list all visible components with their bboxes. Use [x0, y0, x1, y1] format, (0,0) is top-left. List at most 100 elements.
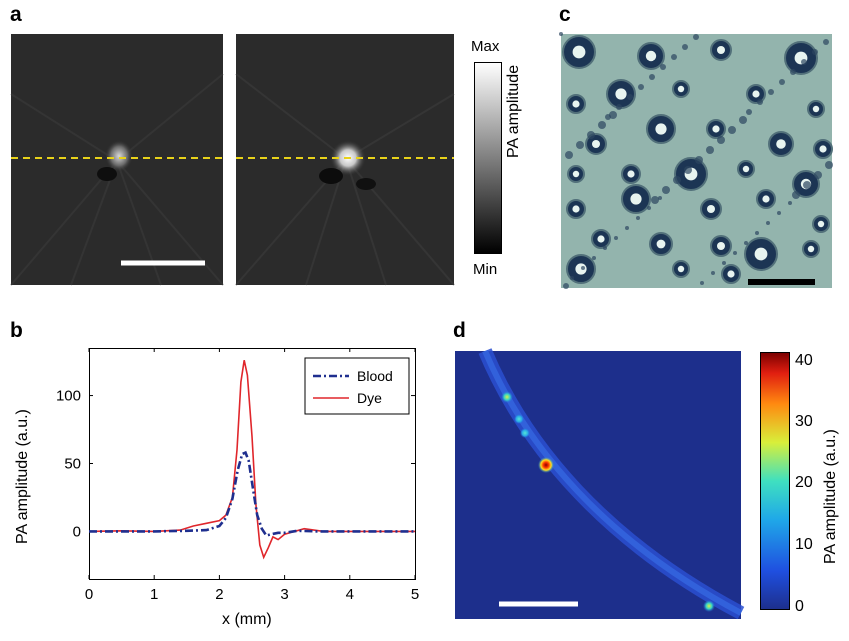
- chart-b-ytick-label: 50: [64, 456, 81, 473]
- droplet-highlight: [630, 193, 642, 205]
- droplet-highlight: [712, 125, 720, 133]
- small-droplet: [609, 111, 617, 119]
- small-droplet: [682, 44, 688, 50]
- chart-b-xtick-label: 1: [150, 586, 158, 603]
- colorbar-a-max-label: Max: [471, 38, 500, 55]
- droplet-highlight: [762, 195, 770, 203]
- colorbar-a-axis-label: PA amplitude: [505, 64, 522, 158]
- small-droplet: [803, 181, 811, 189]
- droplet-highlight: [754, 247, 768, 261]
- droplet-highlight: [807, 245, 815, 253]
- droplet-highlight: [817, 220, 825, 228]
- panel-label-a: a: [10, 3, 22, 26]
- small-droplet: [814, 171, 822, 179]
- chart-b-legend-label-dye: Dye: [357, 390, 382, 406]
- small-droplet: [559, 32, 563, 36]
- colorbar-d-tick-30: 30: [795, 413, 813, 430]
- panel-label-c: c: [559, 3, 571, 26]
- colorbar-a: [474, 62, 502, 254]
- pa-heatmap: [455, 348, 745, 620]
- small-droplet: [768, 89, 774, 95]
- small-droplet: [616, 104, 622, 110]
- droplet-highlight: [572, 100, 580, 108]
- small-droplet: [766, 221, 770, 225]
- droplet-highlight: [819, 145, 827, 153]
- small-droplet: [587, 131, 595, 139]
- panel-label-d: d: [453, 319, 466, 342]
- droplet-highlight: [812, 105, 820, 113]
- small-droplet: [598, 121, 606, 129]
- droplet-highlight: [677, 85, 685, 93]
- droplet-highlight: [597, 235, 605, 243]
- small-droplet: [788, 201, 792, 205]
- small-droplet: [570, 276, 574, 280]
- small-droplet: [790, 69, 796, 75]
- small-droplet: [706, 146, 714, 154]
- small-droplet: [700, 281, 704, 285]
- small-droplet: [744, 241, 748, 245]
- droplet-highlight: [717, 242, 725, 250]
- small-droplet: [614, 236, 618, 240]
- droplet-highlight: [742, 165, 750, 173]
- small-droplet: [684, 166, 692, 174]
- chart-b-xtick-label: 2: [215, 586, 223, 603]
- colorbar-d-tick-0: 0: [795, 598, 804, 615]
- chart-b-series-blood: [89, 450, 415, 537]
- colorbar-d-axis-label: PA amplitude (a.u.): [822, 429, 839, 564]
- small-droplet: [673, 176, 681, 184]
- small-droplet: [695, 156, 703, 164]
- chart-b-ylabel: PA amplitude (a.u.): [14, 409, 31, 544]
- small-droplet: [638, 84, 644, 90]
- small-droplet: [592, 256, 596, 260]
- droplet-highlight: [656, 239, 666, 249]
- small-droplet: [728, 126, 736, 134]
- droplet-highlight: [717, 46, 725, 54]
- chart-b-xtick-label: 5: [411, 586, 419, 603]
- small-droplet: [801, 59, 807, 65]
- small-droplet: [647, 206, 651, 210]
- small-droplet: [565, 151, 573, 159]
- droplet-highlight: [752, 90, 760, 98]
- droplet-highlight: [707, 205, 715, 213]
- chart-b-xtick-label: 3: [280, 586, 288, 603]
- small-droplet: [636, 216, 640, 220]
- droplet-highlight: [572, 205, 580, 213]
- small-droplet: [755, 231, 759, 235]
- small-droplet: [777, 211, 781, 215]
- small-droplet: [792, 191, 800, 199]
- droplet-highlight: [615, 88, 627, 100]
- small-droplet: [662, 186, 670, 194]
- small-droplet: [746, 109, 752, 115]
- chart-b-xtick-label: 0: [85, 586, 93, 603]
- droplet-highlight: [677, 265, 685, 273]
- small-droplet: [649, 74, 655, 80]
- pa-image-blood: [10, 34, 224, 286]
- small-droplet: [733, 251, 737, 255]
- droplet-highlight: [645, 50, 657, 62]
- small-droplet: [693, 34, 699, 40]
- chart-b: 0 1 2 3 4 5 100 50 0 Blood Dye: [56, 348, 419, 603]
- droplet-highlight: [572, 45, 586, 59]
- colorbar-a-min-label: Min: [473, 261, 498, 278]
- small-droplet: [779, 79, 785, 85]
- droplet-highlight: [627, 170, 635, 178]
- droplet-highlight: [575, 263, 587, 275]
- colorbar-d: [760, 352, 790, 610]
- chart-b-ytick-label: 100: [56, 388, 81, 405]
- droplet-highlight: [727, 270, 735, 278]
- small-droplet: [563, 283, 569, 289]
- panel-label-b: b: [10, 319, 23, 342]
- small-droplet: [823, 39, 829, 45]
- small-droplet: [722, 261, 726, 265]
- chart-b-ytick-label: 0: [73, 523, 81, 540]
- small-droplet: [671, 54, 677, 60]
- small-droplet: [739, 116, 747, 124]
- small-droplet: [757, 99, 763, 105]
- chart-b-xlabel: x (mm): [222, 611, 272, 628]
- chart-b-legend: [304, 357, 410, 415]
- colorbar-d-tick-20: 20: [795, 474, 813, 491]
- droplet-micrograph: [559, 32, 833, 289]
- chart-b-xtick-label: 4: [346, 586, 354, 603]
- small-droplet: [825, 161, 833, 169]
- droplet-highlight: [592, 140, 600, 148]
